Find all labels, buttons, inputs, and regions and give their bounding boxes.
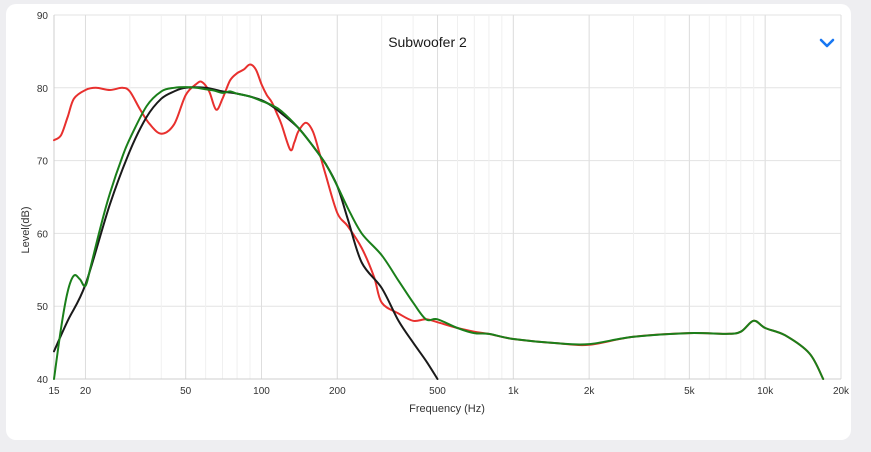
x-tick-label: 100: [253, 386, 270, 397]
y-axis-label: Level(dB): [20, 206, 32, 253]
x-tick-label: 20k: [833, 386, 850, 397]
x-axis-label: Frequency (Hz): [409, 403, 485, 415]
tick-labels: 40 50 60 70 80 90 15 20 50 100 200 500 1k 2k 5k 10k 20k: [37, 11, 850, 397]
y-tick-label: 50: [37, 302, 49, 313]
x-tick-label: 500: [429, 386, 446, 397]
y-tick-label: 80: [37, 84, 49, 95]
y-tick-label: 70: [37, 157, 49, 168]
x-tick-label: 15: [48, 386, 60, 397]
x-tick-label: 10k: [757, 386, 774, 397]
series-lines: [53, 63, 825, 380]
x-tick-label: 200: [329, 386, 346, 397]
y-tick-label: 40: [37, 375, 49, 386]
chart-card: [6, 4, 851, 440]
measured-response-line: [53, 63, 825, 380]
y-tick-label: 60: [37, 229, 49, 240]
x-tick-label: 50: [180, 386, 192, 397]
chart-title: Subwoofer 2: [388, 34, 467, 50]
x-tick-label: 1k: [508, 386, 520, 397]
chevron-down-icon[interactable]: [817, 35, 837, 51]
y-tick-label: 90: [37, 11, 49, 22]
corrected-response-line: [53, 86, 825, 380]
grid-lines: [53, 14, 842, 380]
x-tick-label: 20: [80, 386, 92, 397]
x-tick-label: 5k: [684, 386, 696, 397]
x-tick-label: 2k: [584, 386, 596, 397]
